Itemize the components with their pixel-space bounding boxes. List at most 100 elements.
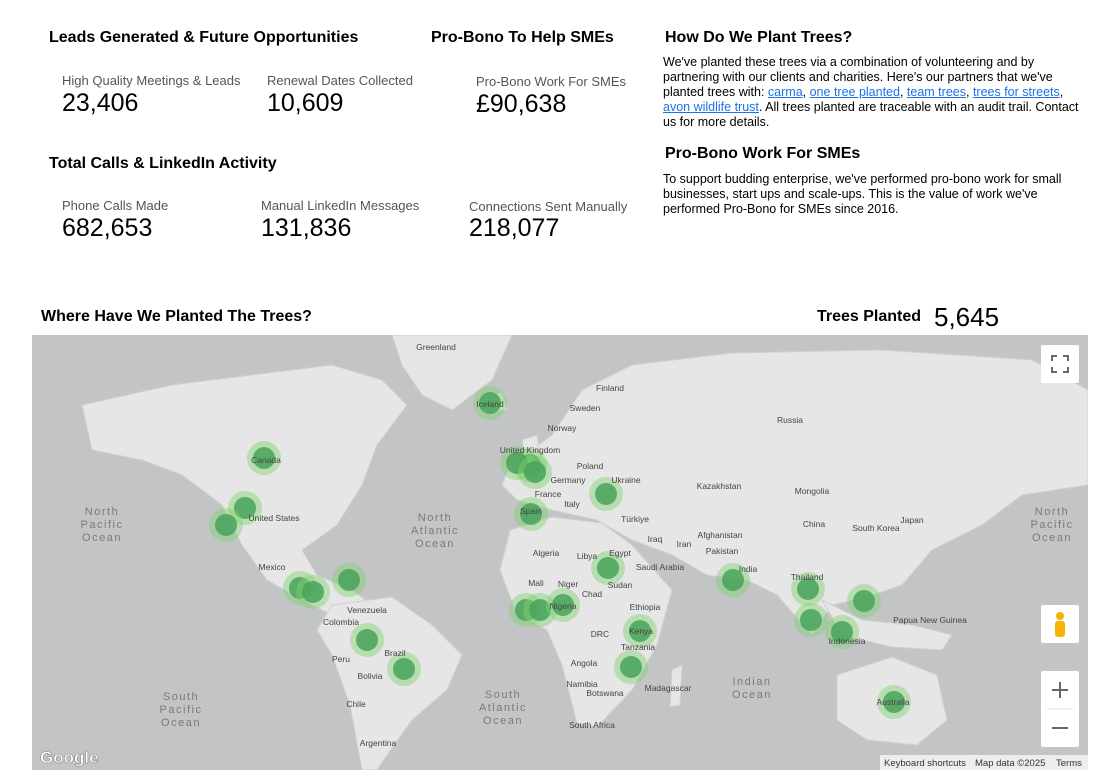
country-label: Argentina: [360, 738, 397, 748]
kpi-value: 5,645: [934, 302, 1000, 332]
marker: [356, 629, 378, 651]
country-label: India: [739, 564, 758, 574]
kpi-value: 23,406: [62, 89, 139, 117]
kpi-value: 682,653: [62, 214, 153, 242]
country-label: Mongolia: [795, 486, 830, 496]
country-label: Ukraine: [611, 475, 641, 485]
pegman[interactable]: [1041, 605, 1079, 643]
ocean-label: North Pacific Ocean: [81, 506, 124, 544]
kpi-label: High Quality Meetings & Leads: [62, 73, 241, 88]
marker: [853, 590, 875, 612]
country-label: United Kingdom: [500, 445, 560, 455]
country-label: Russia: [777, 415, 803, 425]
link[interactable]: carma: [767, 85, 803, 99]
country-label: Saudi Arabia: [636, 562, 684, 572]
section-title: Pro-Bono Work For SMEs: [665, 145, 861, 162]
country-label: Papua New Guinea: [893, 615, 967, 625]
country-label: Tanzania: [621, 642, 655, 652]
map-footer[interactable]: Terms: [1056, 758, 1082, 769]
marker: [883, 691, 905, 713]
marker: [722, 569, 744, 591]
marker: [302, 581, 324, 603]
country-label: Italy: [564, 499, 580, 509]
fullscreen-button[interactable]: [1041, 345, 1079, 383]
country-label: Finland: [596, 383, 624, 393]
country-label: Thailand: [791, 572, 824, 582]
link[interactable]: one tree planted: [809, 85, 900, 99]
country-label: Spain: [520, 506, 542, 516]
kpi-label: Pro-Bono Work For SMEs: [476, 74, 627, 89]
country-label: Kenya: [629, 626, 653, 636]
country-label: Sudan: [608, 580, 633, 590]
google-logo: Google: [40, 748, 99, 767]
paragraph: To support budding enterprise, we've per…: [663, 172, 1062, 216]
country-label: Iceland: [476, 399, 504, 409]
country-label: Namibia: [566, 679, 597, 689]
marker: [253, 447, 275, 469]
section-title: Where Have We Planted The Trees?: [41, 308, 312, 325]
country-label: Venezuela: [347, 605, 387, 615]
map-footer[interactable]: Keyboard shortcuts: [884, 758, 966, 769]
text: ,: [1059, 85, 1064, 99]
country-label: Japan: [900, 515, 923, 525]
country-label: France: [535, 489, 562, 499]
marker: [393, 658, 415, 680]
country-label: Brazil: [384, 648, 405, 658]
paragraph: We've planted these trees via a combinat…: [663, 55, 1083, 130]
country-label: Chile: [346, 699, 366, 709]
marker: [338, 569, 360, 591]
country-label: United States: [248, 513, 299, 523]
country-label: Iraq: [648, 534, 663, 544]
marker: [831, 621, 853, 643]
country-label: Türkiye: [621, 514, 649, 524]
marker: [520, 503, 542, 525]
country-label: Iran: [677, 539, 692, 549]
country-label: Australia: [876, 697, 909, 707]
map-markers: [209, 386, 911, 719]
country-label: Poland: [577, 461, 604, 471]
section-title: How Do We Plant Trees?: [665, 29, 853, 46]
marker: [629, 620, 651, 642]
country-label: Canada: [251, 455, 281, 465]
ocean-label: North Pacific Ocean: [1031, 506, 1074, 544]
marker: [597, 557, 619, 579]
land: [81, 335, 1088, 770]
country-label: Afghanistan: [698, 530, 743, 540]
link[interactable]: team trees: [906, 85, 966, 99]
country-label: Egypt: [609, 548, 631, 558]
ocean-label: North Atlantic Ocean: [411, 512, 459, 550]
country-label: South Korea: [852, 523, 900, 533]
country-label: DRC: [591, 629, 609, 639]
text: We've planted these trees via a combinat…: [663, 55, 1053, 99]
marker: [506, 452, 528, 474]
country-label: Sweden: [570, 403, 601, 413]
country-label: Bolivia: [357, 671, 382, 681]
kpi-label: Trees Planted: [817, 308, 922, 325]
zoom-controls[interactable]: [1041, 671, 1079, 747]
country-label: Libya: [577, 551, 598, 561]
kpi-value: 10,609: [267, 89, 344, 117]
kpi-label: Connections Sent Manually: [469, 199, 628, 214]
text: . All trees planted are traceable with a…: [663, 100, 1079, 129]
country-label: China: [803, 519, 825, 529]
country-label: Germany: [551, 475, 587, 485]
kpi-value: 218,077: [469, 214, 560, 242]
ocean-label: South Pacific Ocean: [160, 691, 203, 729]
map[interactable]: Google Keyboard shortcuts Map data ©2025…: [32, 335, 1088, 770]
marker: [524, 461, 546, 483]
country-label: South Africa: [569, 720, 615, 730]
link[interactable]: avon wildlife trust: [663, 100, 759, 114]
link[interactable]: trees for streets: [972, 85, 1060, 99]
map-footer: Map data ©2025: [975, 758, 1045, 769]
marker: [215, 514, 237, 536]
country-label: Madagascar: [645, 683, 692, 693]
marker: [529, 599, 551, 621]
kpi-value: £90,638: [476, 90, 567, 118]
ocean-label: Indian Ocean: [732, 676, 772, 701]
kpi-label: Renewal Dates Collected: [267, 73, 413, 88]
country-label: Chad: [582, 589, 603, 599]
country-label: Colombia: [323, 617, 359, 627]
footer-bar: [880, 755, 1088, 770]
country-label: Angola: [571, 658, 598, 668]
